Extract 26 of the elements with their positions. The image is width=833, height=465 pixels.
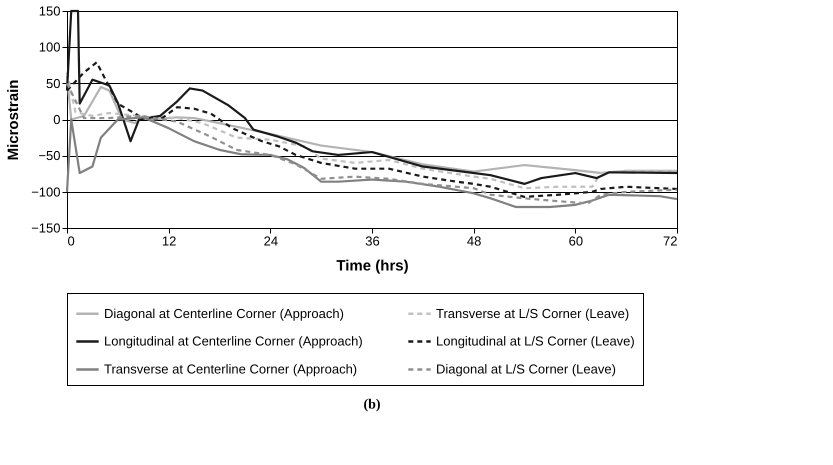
y-tick-label: 0 (53, 112, 60, 127)
x-axis-title: Time (hrs) (336, 258, 409, 274)
y-axis-title: Microstrain (5, 80, 22, 160)
y-tick-label: 150 (38, 4, 60, 18)
legend-label: Longitudinal at L/S Corner (Leave) (436, 334, 635, 348)
x-tick-label: 0 (68, 234, 75, 248)
legend-label: Longitudinal at Centerline Corner (Approach) (104, 334, 363, 348)
x-tick-label: 12 (162, 234, 176, 248)
x-tick-label: 48 (466, 234, 482, 248)
y-tick-label: −150 (31, 220, 60, 236)
x-tick-label: 72 (663, 234, 678, 248)
legend-label: Diagonal at L/S Corner (Leave) (436, 362, 616, 376)
y-tick-label: −100 (31, 184, 60, 200)
line-series (66, 75, 678, 174)
line-series (66, 82, 678, 205)
y-tick-label: 100 (38, 40, 60, 55)
y-tick-label: 50 (46, 76, 60, 91)
x-tick-label: 60 (568, 234, 584, 248)
legend-label: Diagonal at Centerline Corner (Approach) (104, 306, 344, 321)
legend-label: Transverse at Centerline Corner (Approach) (104, 362, 358, 376)
x-tick-label: 36 (365, 234, 380, 248)
legend-label: Transverse at L/S Corner (Leave) (436, 306, 630, 321)
text: (b) (363, 398, 381, 412)
line-series (66, 116, 678, 208)
y-tick-label: −50 (38, 148, 60, 164)
x-tick-label: 24 (264, 234, 278, 248)
